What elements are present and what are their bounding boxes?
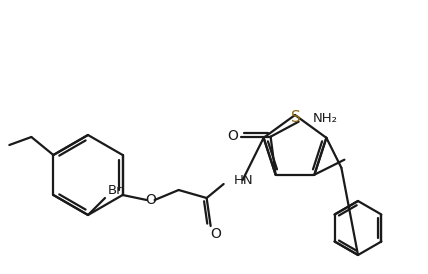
Text: O: O bbox=[227, 129, 238, 143]
Text: O: O bbox=[145, 193, 156, 207]
Text: NH₂: NH₂ bbox=[312, 112, 338, 125]
Text: Br: Br bbox=[108, 184, 122, 198]
Text: O: O bbox=[210, 227, 221, 241]
Text: S: S bbox=[291, 110, 301, 124]
Text: HN: HN bbox=[234, 173, 253, 187]
